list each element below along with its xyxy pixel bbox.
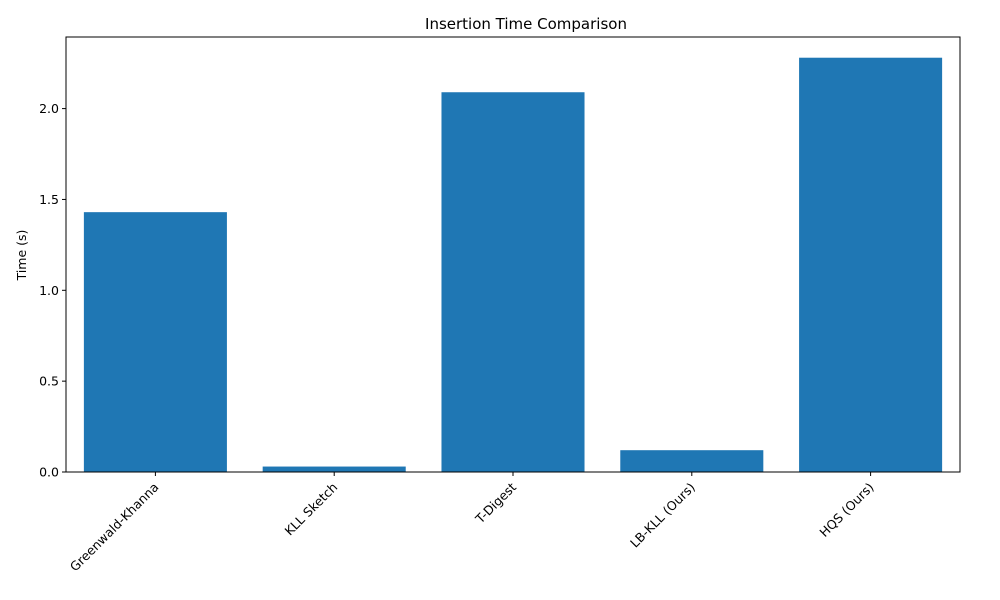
x-tick-label-3: LB-KLL (Ours) [627,480,698,551]
bars-group [83,57,943,472]
y-tick-label-2: 1.0 [39,283,59,298]
y-tick-label-0: 0.0 [39,465,59,480]
x-tick-label-2: T-Digest [472,479,520,527]
y-tick-label-1: 0.5 [39,374,59,389]
bar-0 [83,212,227,472]
y-axis-label: Time (s) [14,230,29,282]
y-tick-label-4: 2.0 [39,101,59,116]
x-axis-ticks: Greenwald-Khanna KLL Sketch T-Digest LB-KLL… [67,472,877,574]
bar-2 [441,92,585,472]
x-tick-label-4: HQS (Ours) [816,480,876,540]
y-axis-ticks: 0.0 0.5 1.0 1.5 2.0 [39,101,66,480]
plot-frame [65,36,961,473]
bar-1 [262,466,406,472]
x-tick-label-0: Greenwald-Khanna [67,480,162,575]
bar-4 [799,57,943,472]
y-tick-label-3: 1.5 [39,192,59,207]
bar-3 [620,450,764,472]
chart-title: Insertion Time Comparison [425,15,627,33]
x-tick-label-1: KLL Sketch [281,480,340,539]
